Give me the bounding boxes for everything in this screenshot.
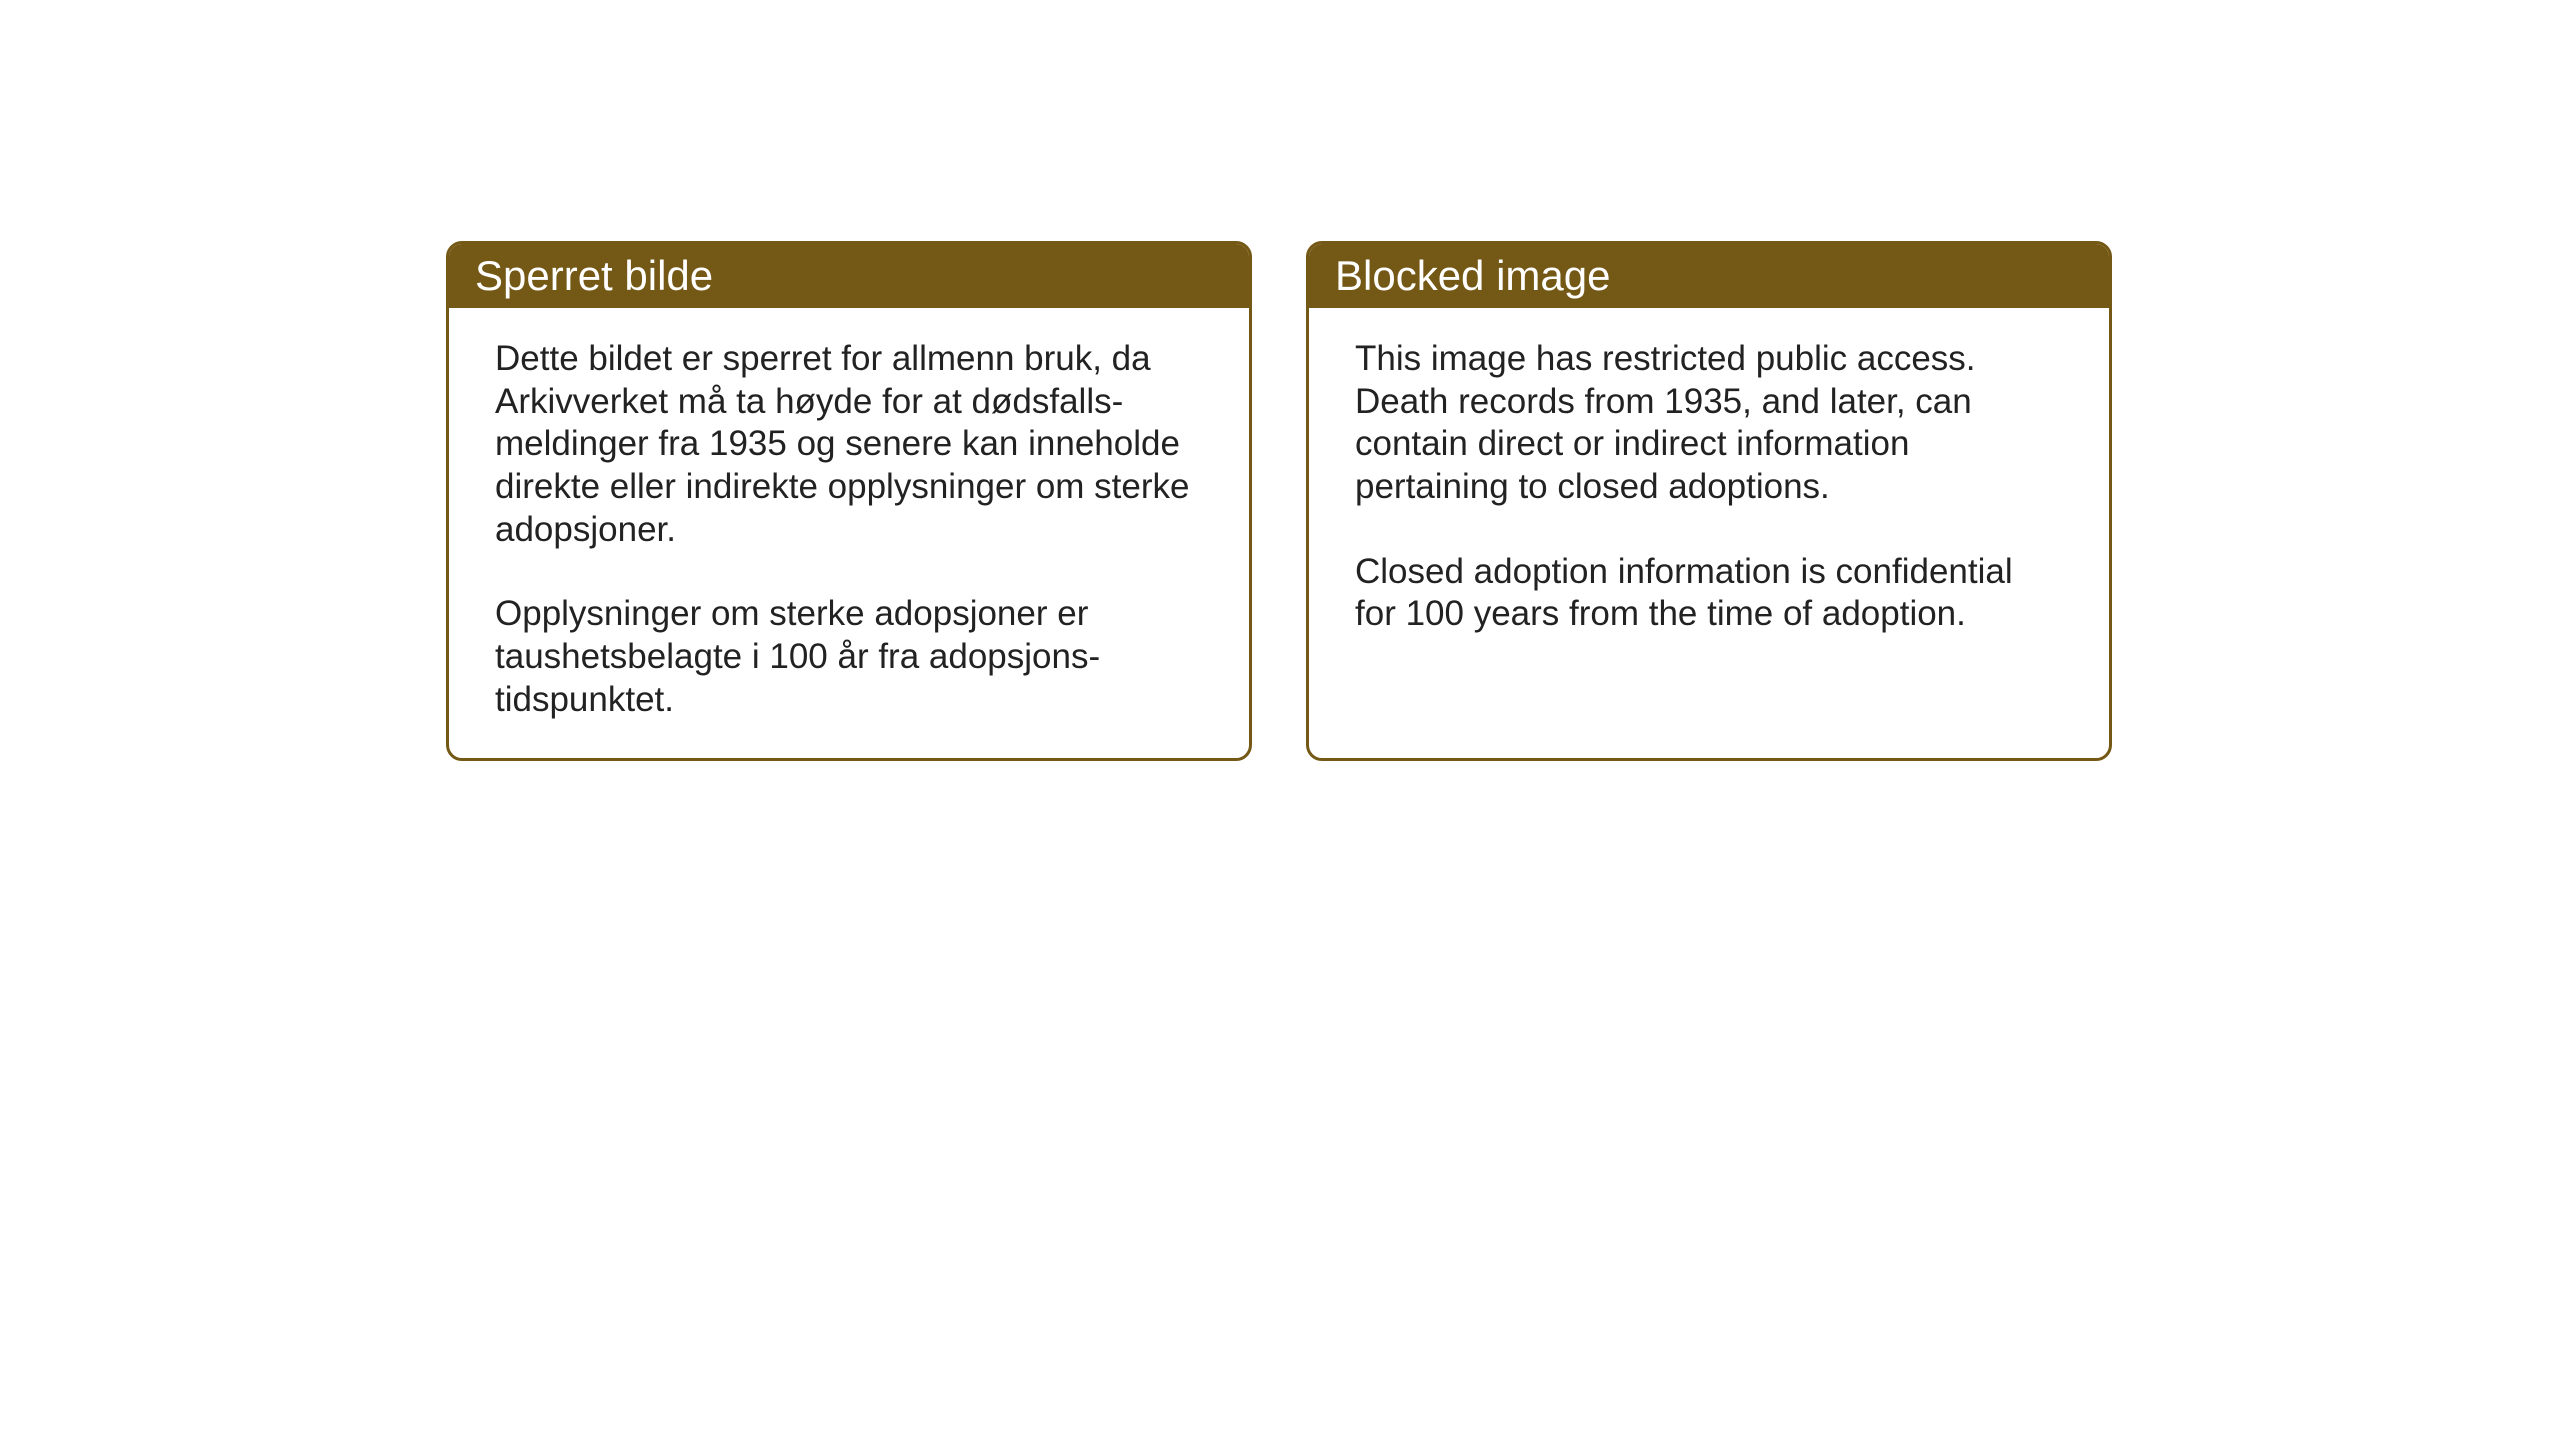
card-paragraph1-english: This image has restricted public access.… xyxy=(1355,338,2063,509)
card-paragraph1-norwegian: Dette bildet er sperret for allmenn bruk… xyxy=(495,338,1203,551)
card-english: Blocked image This image has restricted … xyxy=(1306,241,2112,761)
card-paragraph2-norwegian: Opplysninger om sterke adopsjoner er tau… xyxy=(495,593,1203,721)
card-norwegian: Sperret bilde Dette bildet er sperret fo… xyxy=(446,241,1252,761)
cards-container: Sperret bilde Dette bildet er sperret fo… xyxy=(446,241,2112,761)
card-title-norwegian: Sperret bilde xyxy=(475,252,713,299)
card-header-norwegian: Sperret bilde xyxy=(449,244,1249,308)
card-body-english: This image has restricted public access.… xyxy=(1309,308,2109,672)
card-title-english: Blocked image xyxy=(1335,252,1610,299)
card-paragraph2-english: Closed adoption information is confident… xyxy=(1355,551,2063,636)
card-header-english: Blocked image xyxy=(1309,244,2109,308)
card-body-norwegian: Dette bildet er sperret for allmenn bruk… xyxy=(449,308,1249,758)
